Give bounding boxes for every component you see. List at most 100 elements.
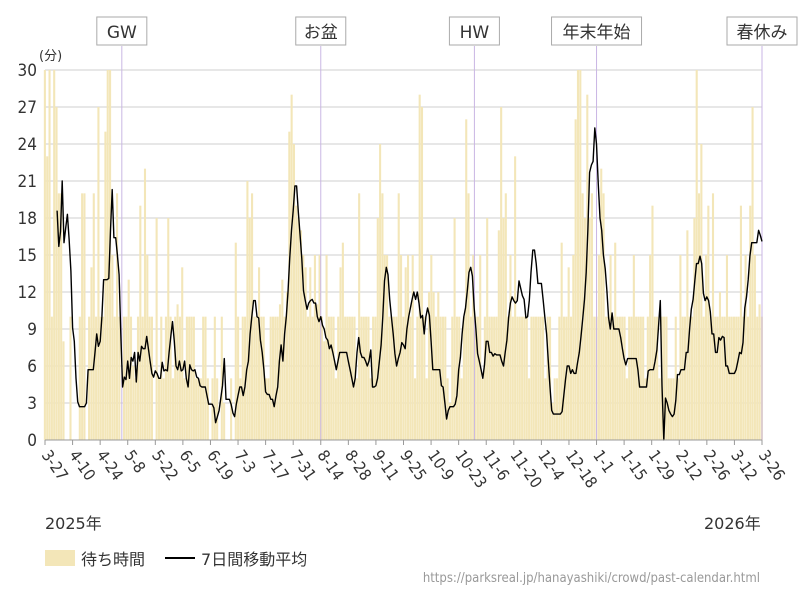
wait-time-bar bbox=[628, 316, 631, 440]
event-marker-box bbox=[448, 16, 500, 46]
wait-time-bar bbox=[253, 316, 256, 440]
wait-time-bar bbox=[127, 279, 130, 440]
wait-time-bar bbox=[104, 131, 107, 440]
wait-time-bar bbox=[630, 316, 633, 440]
wait-time-bar bbox=[674, 316, 677, 440]
wait-time-bar bbox=[453, 218, 456, 440]
wait-time-bar bbox=[62, 341, 65, 440]
wait-time-bar bbox=[679, 255, 682, 440]
wait-time-bar bbox=[535, 316, 538, 440]
event-marker-box bbox=[295, 16, 347, 46]
wait-time-bar bbox=[116, 193, 119, 440]
wait-time-bar bbox=[670, 378, 673, 440]
wait-time-bar bbox=[704, 255, 708, 440]
y-tick-label: 30 bbox=[18, 61, 37, 81]
x-tick-label: 9-11 bbox=[369, 446, 403, 484]
y-tick-label: 27 bbox=[18, 98, 37, 118]
wait-time-bar bbox=[420, 107, 424, 440]
wait-time-bar bbox=[530, 316, 533, 440]
wait-time-bar bbox=[95, 316, 98, 440]
wait-time-bar bbox=[113, 316, 116, 440]
x-tick-label: 8-28 bbox=[341, 446, 375, 484]
wait-time-bar bbox=[167, 218, 170, 440]
event-marker-label: HW bbox=[460, 23, 490, 43]
wait-time-bar bbox=[525, 316, 528, 440]
wait-time-bar bbox=[611, 316, 614, 440]
wait-time-bar bbox=[465, 119, 468, 440]
wait-time-bar bbox=[586, 94, 589, 441]
wait-time-bar bbox=[248, 218, 251, 440]
wait-time-bar bbox=[448, 403, 451, 440]
wait-time-bar bbox=[728, 316, 731, 440]
x-tick-label: 2-12 bbox=[672, 446, 706, 484]
wait-time-bar bbox=[341, 242, 344, 440]
wait-time-bar bbox=[255, 316, 258, 440]
wait-time-bar bbox=[129, 316, 133, 440]
wait-time-bar bbox=[262, 316, 265, 440]
wait-time-bar bbox=[162, 378, 165, 440]
wait-time-bar bbox=[714, 316, 717, 440]
x-tick-label: 9-25 bbox=[396, 446, 430, 484]
wait-time-bar bbox=[497, 230, 500, 440]
wait-time-bar bbox=[404, 267, 407, 440]
wait-time-bar bbox=[271, 316, 275, 440]
wait-time-bar bbox=[53, 70, 56, 440]
wait-time-bar bbox=[216, 378, 219, 440]
wait-time-bar bbox=[360, 316, 363, 440]
wait-time-bar bbox=[639, 316, 642, 440]
wait-time-bar bbox=[707, 205, 710, 440]
wait-time-bar bbox=[143, 168, 147, 440]
wait-time-bar bbox=[551, 403, 554, 440]
wait-time-bar bbox=[753, 255, 756, 440]
y-axis-unit: (分) bbox=[39, 49, 62, 64]
wait-time-bar bbox=[316, 304, 319, 440]
wait-time-bar bbox=[174, 316, 177, 440]
wait-time-bar bbox=[697, 193, 701, 440]
wait-time-bar bbox=[500, 107, 503, 440]
wait-time-bar bbox=[569, 316, 573, 440]
wait-time-bar bbox=[192, 316, 195, 440]
wait-time-bar bbox=[169, 316, 172, 440]
wait-time-bar bbox=[593, 316, 596, 440]
wait-time-bar bbox=[651, 205, 654, 440]
wait-time-bar bbox=[78, 316, 81, 440]
wait-time-bar bbox=[730, 316, 733, 440]
wait-time-bar bbox=[409, 316, 412, 440]
wait-time-bar bbox=[97, 107, 100, 440]
wait-time-bar bbox=[488, 316, 491, 440]
wait-time-bar bbox=[69, 316, 72, 440]
wait-time-bar bbox=[681, 316, 684, 440]
wait-time-bar bbox=[374, 316, 377, 440]
wait-time-bar bbox=[204, 316, 207, 440]
wait-time-bar bbox=[50, 316, 53, 440]
wait-time-bar bbox=[285, 292, 289, 440]
y-tick-label: 15 bbox=[18, 246, 37, 266]
wait-time-bar bbox=[656, 316, 659, 440]
wait-time-bar bbox=[653, 316, 656, 440]
wait-time-bar bbox=[437, 292, 440, 440]
wait-time-bar bbox=[211, 378, 214, 440]
wait-time-bar bbox=[562, 316, 566, 440]
wait-time-bar bbox=[737, 316, 740, 440]
event-marker-box bbox=[551, 16, 643, 46]
wait-time-bar bbox=[411, 255, 414, 440]
wait-time-bar bbox=[444, 316, 447, 440]
wait-time-bar bbox=[283, 316, 286, 440]
x-tick-label: 6-19 bbox=[203, 446, 237, 484]
wait-time-bar bbox=[60, 193, 63, 440]
wait-time-bar bbox=[716, 316, 719, 440]
wait-time-bar bbox=[178, 316, 181, 440]
event-marker-label: 年末年始 bbox=[563, 23, 631, 43]
wait-time-bar bbox=[223, 403, 226, 440]
y-tick-label: 6 bbox=[27, 357, 37, 377]
wait-time-bar bbox=[388, 316, 391, 440]
wait-time-bar bbox=[369, 378, 372, 440]
x-tick-label: 3-26 bbox=[755, 446, 789, 484]
wait-time-bar bbox=[511, 316, 514, 440]
wait-time-bar bbox=[576, 70, 580, 440]
y-tick-label: 24 bbox=[18, 135, 37, 155]
wait-time-bar bbox=[604, 316, 607, 440]
wait-time-bar bbox=[132, 366, 135, 440]
wait-time-bar bbox=[632, 255, 635, 440]
wait-time-bar bbox=[567, 267, 570, 440]
